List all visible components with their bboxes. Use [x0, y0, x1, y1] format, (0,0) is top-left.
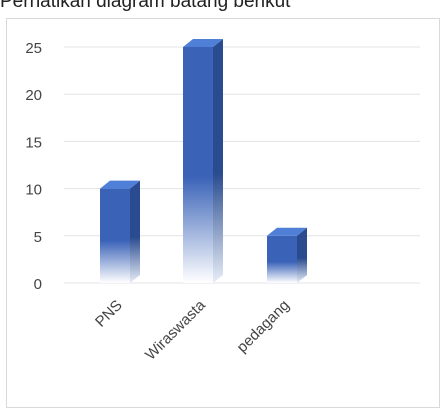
x-category-label: PNS	[92, 297, 126, 331]
bar-face	[183, 47, 213, 283]
x-category-label: pedagang	[234, 297, 293, 356]
chart-frame	[6, 18, 440, 408]
y-tick-label: 20	[25, 87, 42, 104]
y-tick-label: 0	[34, 276, 42, 293]
y-tick-label: 10	[25, 182, 42, 199]
bar-wiraswasta	[183, 39, 223, 283]
bar-side	[213, 39, 223, 283]
bar-side	[297, 227, 307, 283]
bar-face	[267, 235, 297, 283]
bar-pedagang	[267, 227, 307, 283]
y-tick-label: 5	[34, 229, 42, 246]
bar-pns	[100, 180, 140, 283]
bar-side	[130, 180, 140, 283]
bar-face	[100, 188, 130, 283]
y-tick-label: 15	[25, 134, 42, 151]
x-category-label: Wiraswasta	[142, 296, 209, 363]
bar-top	[183, 39, 223, 47]
y-tick-label: 25	[25, 40, 42, 57]
bar-top	[267, 227, 307, 236]
instruction-heading: Perhatikan diagram batang berikut	[0, 0, 291, 12]
bar-top	[100, 180, 140, 189]
